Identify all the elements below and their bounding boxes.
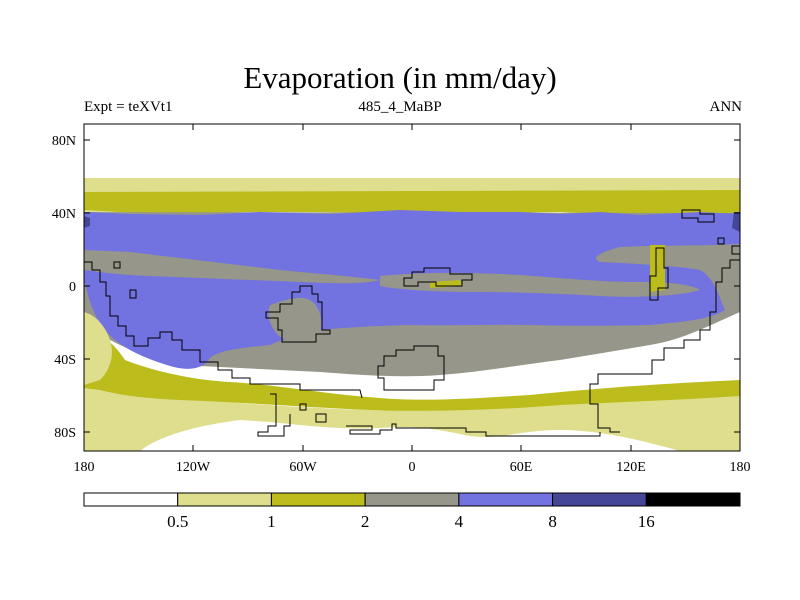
coastline-west-continent xyxy=(84,261,363,399)
colorbar-label-4: 8 xyxy=(548,512,557,531)
coastline-east-strip xyxy=(649,247,669,301)
y-tick-label-80s: 80S xyxy=(54,426,76,441)
map-title: Evaporation (in mm/day) xyxy=(243,60,557,95)
y-axis xyxy=(84,139,740,433)
colorbar-swatch-3 xyxy=(364,492,460,507)
experiment-label: Expt = teXVt1 xyxy=(84,99,173,115)
band-2-4-patch-2 xyxy=(380,272,700,297)
evaporation-field xyxy=(84,124,740,451)
colorbar-label-3: 4 xyxy=(455,512,464,531)
coastline-east-continent xyxy=(589,259,740,433)
colorbar-swatch-5 xyxy=(552,492,647,507)
band-1-2-south xyxy=(84,330,740,411)
colorbar-swatch-4 xyxy=(458,492,554,507)
x-tick-label-180e: 180 xyxy=(730,460,751,475)
x-tick-label-180w: 180 xyxy=(74,460,95,475)
y-tick-label-0: 0 xyxy=(69,280,76,295)
coastline-island-1 xyxy=(113,261,121,269)
x-tick-label-120e: 120E xyxy=(616,460,646,475)
y-tick-label-40n: 40N xyxy=(52,207,76,222)
colorbar-label-0: 0.5 xyxy=(167,512,188,531)
band-05-1-cap-southwest xyxy=(84,312,112,385)
band-1-2-strip-east xyxy=(650,245,665,292)
x-tick-label-120w: 120W xyxy=(176,460,211,475)
band-05-1-south xyxy=(84,332,740,451)
coastline-central-continent xyxy=(265,285,331,343)
band-8-16-spot-2 xyxy=(84,216,90,228)
band-2-4-patch-1 xyxy=(84,250,380,284)
colorbar-swatch-0 xyxy=(83,492,179,507)
colorbar-swatch-2 xyxy=(270,492,366,507)
colorbar-swatch-6 xyxy=(645,492,741,507)
y-tick-label-80n: 80N xyxy=(52,134,76,149)
colorbar-label-5: 16 xyxy=(638,512,655,531)
colorbar-label-1: 1 xyxy=(267,512,276,531)
colorbar-label-2: 2 xyxy=(361,512,370,531)
x-tick-label-0: 0 xyxy=(409,460,416,475)
y-tick-label-40s: 40S xyxy=(54,353,76,368)
coastline-south-continent xyxy=(377,345,445,391)
colorbar xyxy=(83,492,741,507)
coastline-northeast-spot-1 xyxy=(717,237,725,245)
band-1-2-north xyxy=(84,190,740,215)
x-axis xyxy=(83,124,741,451)
x-tick-label-60w: 60W xyxy=(289,460,317,475)
coastline-equatorial-island xyxy=(403,267,473,287)
coastline-northeast-island xyxy=(681,209,715,223)
coastline-island-2 xyxy=(129,289,137,299)
period-label: 485_4_MaBP xyxy=(358,99,442,115)
band-8-16-spot-1 xyxy=(732,212,740,232)
coastline-polar-continent xyxy=(257,393,601,437)
x-tick-label-60e: 60E xyxy=(510,460,533,475)
colorbar-swatch-1 xyxy=(177,492,272,507)
colorbar-labels: 0.5 1 2 4 8 16 xyxy=(167,512,655,531)
season-label: ANN xyxy=(709,99,743,115)
